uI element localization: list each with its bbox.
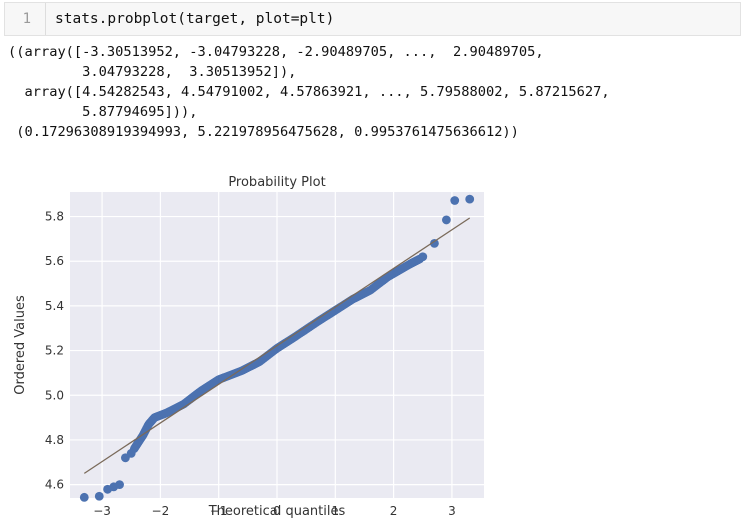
x-axis-label: Theoretical quantiles	[208, 504, 346, 518]
fit-line	[83, 217, 471, 474]
x-tick-label: −1	[210, 504, 228, 518]
cell-output: ((array([-3.30513952, -3.04793228, -2.90…	[8, 42, 610, 142]
x-tick-label: 1	[331, 504, 339, 518]
data-point	[126, 448, 136, 458]
output-line: ((array([-3.30513952, -3.04793228, -2.90…	[8, 44, 544, 60]
output-line: array([4.54282543, 4.54791002, 4.5786392…	[8, 84, 610, 100]
code-cell[interactable]: 1 stats.probplot(target, plot=plt)	[4, 2, 741, 36]
output-line: 3.04793228, 3.30513952]),	[8, 64, 297, 80]
output-line: 5.87794695])),	[8, 104, 198, 120]
data-point	[465, 194, 475, 204]
data-point	[418, 252, 428, 262]
data-point	[94, 491, 104, 501]
y-tick-label: 5.4	[45, 299, 64, 313]
y-axis-label: Ordered Values	[13, 295, 28, 395]
tick-labels: −3 −2 −1 0 1 2 3 4.6 4.8 5.0 5.2 5.4 5.6 5.8	[45, 210, 456, 518]
y-tick-label: 5.2	[45, 344, 64, 358]
data-point	[430, 238, 439, 248]
y-tick-label: 5.0	[45, 388, 64, 402]
x-tick-label: 0	[273, 504, 281, 518]
output-line: (0.17296308919394993, 5.221978956475628,…	[8, 124, 519, 140]
data-point	[441, 215, 451, 225]
x-tick-label: 2	[390, 504, 398, 518]
y-tick-label: 5.6	[45, 254, 64, 268]
x-tick-label: −3	[93, 504, 111, 518]
data-point	[450, 196, 460, 205]
x-tick-label: −2	[152, 504, 170, 518]
y-tick-label: 4.8	[45, 433, 64, 447]
y-tick-label: 5.8	[45, 210, 64, 224]
data-point	[79, 492, 89, 502]
line-number: 1	[22, 11, 31, 27]
y-tick-label: 4.6	[45, 478, 64, 492]
chart-title: Probability Plot	[228, 175, 325, 190]
data-points	[79, 194, 475, 502]
probability-plot: −3 −2 −1 0 1 2 3 4.6 4.8 5.0 5.2 5.4 5.6 5.8 Probabil…	[13, 175, 484, 518]
gutter-separator	[45, 3, 46, 35]
code-input[interactable]: stats.probplot(target, plot=plt)	[55, 11, 335, 27]
data-point	[115, 480, 124, 489]
x-tick-label: 3	[448, 504, 456, 518]
